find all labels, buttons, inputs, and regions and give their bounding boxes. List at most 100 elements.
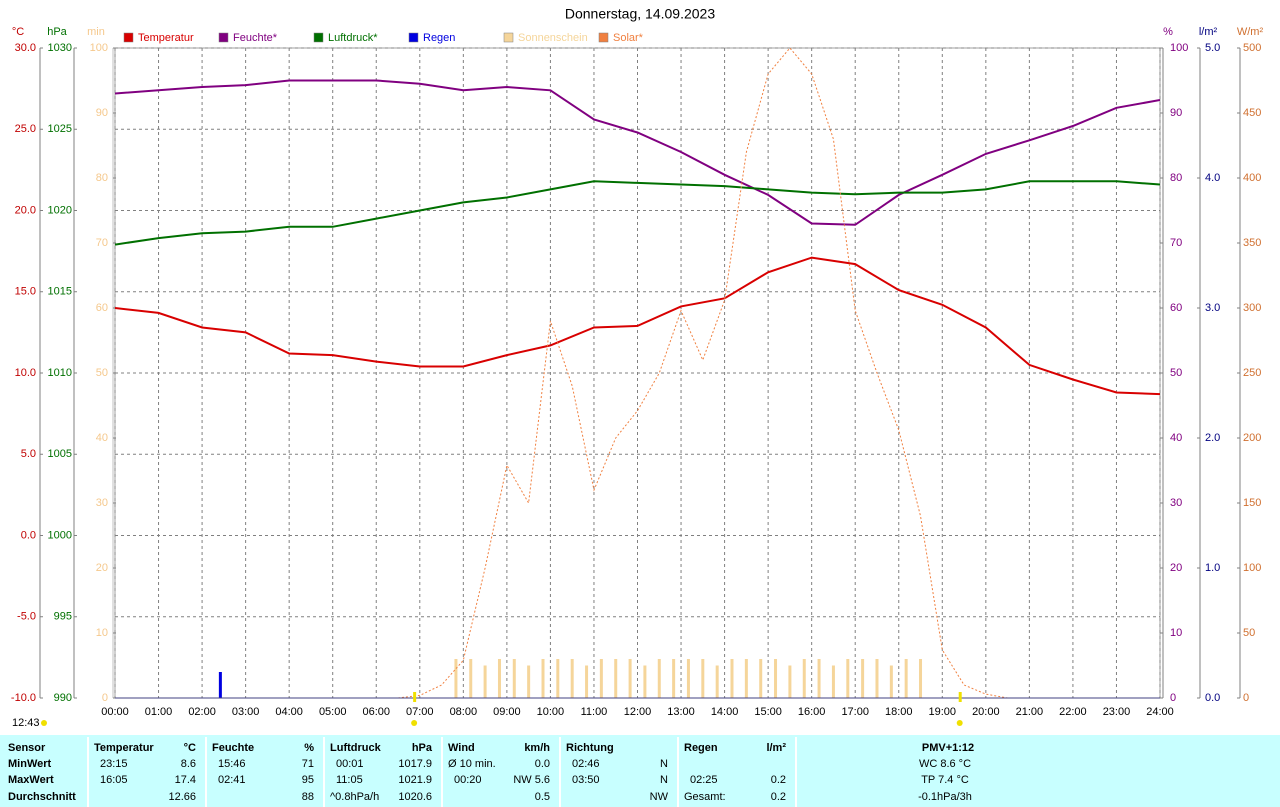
column-unit: hPa xyxy=(412,742,433,754)
y-tick-label: 995 xyxy=(54,611,72,623)
y-tick-label: 50 xyxy=(1243,627,1255,639)
x-tick-label: 23:00 xyxy=(1103,706,1131,718)
legend-swatch xyxy=(313,32,324,43)
column-header: Regen xyxy=(684,742,718,754)
axis-unit: min xyxy=(87,26,105,38)
table-cell: 15:46 xyxy=(218,758,246,770)
table-cell: 1017.9 xyxy=(398,758,432,770)
bar xyxy=(672,659,676,698)
y-tick-label: 990 xyxy=(54,692,72,704)
bar xyxy=(469,659,473,698)
table-cell: N xyxy=(660,758,668,770)
x-tick-label: 21:00 xyxy=(1016,706,1044,718)
y-tick-label: 0.0 xyxy=(1205,692,1220,704)
bar xyxy=(527,665,531,698)
y-tick-label: 450 xyxy=(1243,107,1261,119)
table-cell: 0.5 xyxy=(535,791,550,803)
series-line xyxy=(115,79,1160,226)
table-cell: Ø 10 min. xyxy=(448,758,496,770)
y-tick-label: 400 xyxy=(1243,172,1261,184)
bar xyxy=(846,659,850,698)
row-label: MinWert xyxy=(8,758,52,770)
bar xyxy=(497,659,501,698)
axis-unit: W/m² xyxy=(1237,26,1264,38)
bar xyxy=(715,665,719,698)
timestamp-marker xyxy=(41,720,47,726)
y-tick-label: 20.0 xyxy=(15,204,36,216)
bar xyxy=(889,665,893,698)
y-tick-label: 100 xyxy=(1243,562,1261,574)
bar xyxy=(875,659,879,698)
series-line xyxy=(115,180,1160,246)
x-tick-label: 05:00 xyxy=(319,706,347,718)
x-tick-label: 09:00 xyxy=(493,706,521,718)
row-label: Durchschnitt xyxy=(8,791,76,803)
legend-swatch xyxy=(123,32,134,43)
column-header: PMV+1:12 xyxy=(922,742,974,754)
bar xyxy=(788,665,792,698)
bar xyxy=(759,659,763,698)
table-cell: 1020.6 xyxy=(398,791,432,803)
bar xyxy=(599,659,603,698)
y-tick-label: 20 xyxy=(96,562,108,574)
y-tick-label: 10 xyxy=(1170,627,1182,639)
table-cell: N xyxy=(660,774,668,786)
table-cell: 17.4 xyxy=(175,774,196,786)
bar xyxy=(657,659,661,698)
y-tick-label: 1.0 xyxy=(1205,562,1220,574)
y-tick-label: 80 xyxy=(96,172,108,184)
y-tick-label: 70 xyxy=(96,237,108,249)
y-tick-label: 4.0 xyxy=(1205,172,1220,184)
bar xyxy=(454,659,458,698)
legend-label: Temperatur xyxy=(138,32,194,44)
legend-swatch xyxy=(218,32,229,43)
table-cell: 02:46 xyxy=(572,758,600,770)
y-tick-label: 0.0 xyxy=(21,529,36,541)
y-tick-label: 1000 xyxy=(48,529,72,541)
axis-unit: °C xyxy=(12,26,24,38)
y-tick-label: 250 xyxy=(1243,367,1261,379)
y-tick-label: 200 xyxy=(1243,432,1261,444)
legend-label: Solar* xyxy=(613,32,644,44)
x-tick-label: 07:00 xyxy=(406,706,434,718)
column-unit: °C xyxy=(184,742,196,754)
table-cell: 02:25 xyxy=(690,774,718,786)
x-tick-label: 13:00 xyxy=(667,706,695,718)
x-tick-label: 15:00 xyxy=(754,706,782,718)
x-tick-label: 01:00 xyxy=(145,706,173,718)
y-tick-label: 20 xyxy=(1170,562,1182,574)
y-tick-label: 0 xyxy=(1243,692,1249,704)
x-tick-label: 11:00 xyxy=(581,706,608,718)
column-header: Wind xyxy=(448,742,475,754)
bar xyxy=(628,659,632,698)
y-tick-label: 1020 xyxy=(48,204,72,216)
y-tick-label: 30 xyxy=(96,497,108,509)
bar xyxy=(802,659,806,698)
table-cell: 00:01 xyxy=(336,758,364,770)
y-tick-label: 350 xyxy=(1243,237,1261,249)
summary-table-background xyxy=(0,735,1280,807)
x-tick-label: 14:00 xyxy=(711,706,739,718)
y-tick-label: 0 xyxy=(102,692,108,704)
table-cell: NW 5.6 xyxy=(513,774,550,786)
x-tick-label: 12:00 xyxy=(624,706,652,718)
bar xyxy=(744,659,748,698)
legend-swatch xyxy=(598,32,609,43)
bar xyxy=(686,659,690,698)
legend-label: Sonnenschein xyxy=(518,32,588,44)
column-header: Richtung xyxy=(566,742,614,754)
y-tick-label: 60 xyxy=(1170,302,1182,314)
y-tick-label: 15.0 xyxy=(15,286,36,298)
x-tick-label: 06:00 xyxy=(362,706,390,718)
y-tick-label: 50 xyxy=(1170,367,1182,379)
table-cell: 0.0 xyxy=(535,758,550,770)
y-tick-label: 30.0 xyxy=(15,42,36,54)
y-tick-label: 80 xyxy=(1170,172,1182,184)
y-tick-label: 300 xyxy=(1243,302,1261,314)
table-cell: 88 xyxy=(302,791,314,803)
x-tick-label: 22:00 xyxy=(1059,706,1087,718)
legend-swatch xyxy=(503,32,514,43)
timestamp: 12:43 xyxy=(12,717,40,729)
row-label: MaxWert xyxy=(8,774,54,786)
